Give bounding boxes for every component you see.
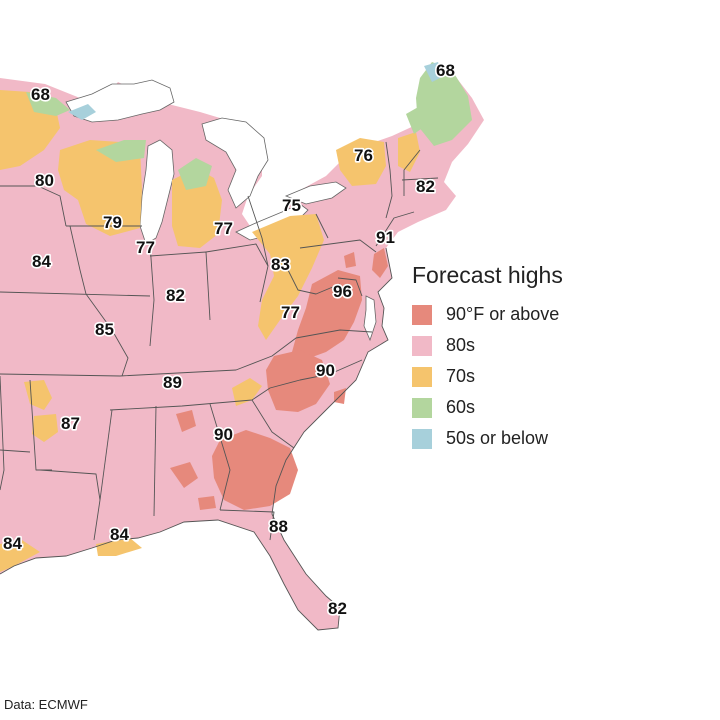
legend-swatch	[412, 397, 432, 418]
forecast-label: 75	[282, 196, 301, 215]
legend-label: 70s	[446, 366, 476, 386]
lake-ontario	[284, 181, 347, 205]
forecast-label: 83	[271, 255, 290, 274]
forecast-label: 91	[376, 228, 395, 247]
forecast-label: 68	[31, 85, 50, 104]
forecast-label: 84	[110, 525, 129, 544]
legend-item-70s: 70s	[412, 361, 563, 392]
forecast-label: 90	[214, 425, 233, 444]
legend-swatch	[412, 428, 432, 449]
chesapeake-bay	[363, 295, 377, 342]
legend-label: 50s or below	[446, 428, 549, 448]
legend: Forecast highs 90°F or above 80s 70s 60s…	[412, 262, 563, 454]
forecast-label: 82	[328, 599, 347, 618]
lake-huron	[201, 117, 269, 209]
forecast-label: 84	[3, 534, 22, 553]
forecast-label: 68	[436, 61, 455, 80]
forecast-label: 77	[281, 303, 300, 322]
legend-swatch	[412, 335, 432, 356]
zone-60s	[26, 62, 472, 190]
legend-label: 80s	[446, 335, 476, 355]
zone-50s-or-below	[68, 62, 444, 120]
forecast-label: 96	[333, 282, 352, 301]
lake-michigan	[139, 139, 175, 245]
forecast-label: 85	[95, 320, 114, 339]
forecast-labels: 68 68 80 79 77 77 75 76 82 91 84 82 83 9…	[1, 59, 456, 619]
forecast-label: 80	[35, 171, 54, 190]
state-borders	[0, 141, 439, 541]
legend-title: Forecast highs	[412, 262, 563, 288]
forecast-label: 82	[166, 286, 185, 305]
forecast-label: 89	[163, 373, 182, 392]
forecast-label: 90	[316, 361, 335, 380]
forecast-label: 87	[61, 414, 80, 433]
data-source-note: Data: ECMWF	[4, 697, 88, 712]
legend-label: 90°F or above	[446, 304, 560, 324]
legend-item-80s: 80s	[412, 330, 563, 361]
zone-90-or-above	[170, 248, 388, 510]
legend-swatch	[412, 304, 432, 325]
legend-label: 60s	[446, 397, 476, 417]
legend-swatch	[412, 366, 432, 387]
legend-item-50s-or-below: 50s or below	[412, 423, 563, 454]
forecast-label: 77	[136, 238, 155, 257]
coastline	[0, 247, 393, 631]
forecast-label: 79	[103, 213, 122, 232]
forecast-label: 84	[32, 252, 51, 271]
forecast-label: 88	[269, 517, 288, 536]
forecast-label: 76	[354, 146, 373, 165]
legend-item-60s: 60s	[412, 392, 563, 423]
forecast-label: 77	[214, 219, 233, 238]
legend-item-90-or-above: 90°F or above	[412, 299, 563, 330]
forecast-label: 82	[416, 177, 435, 196]
